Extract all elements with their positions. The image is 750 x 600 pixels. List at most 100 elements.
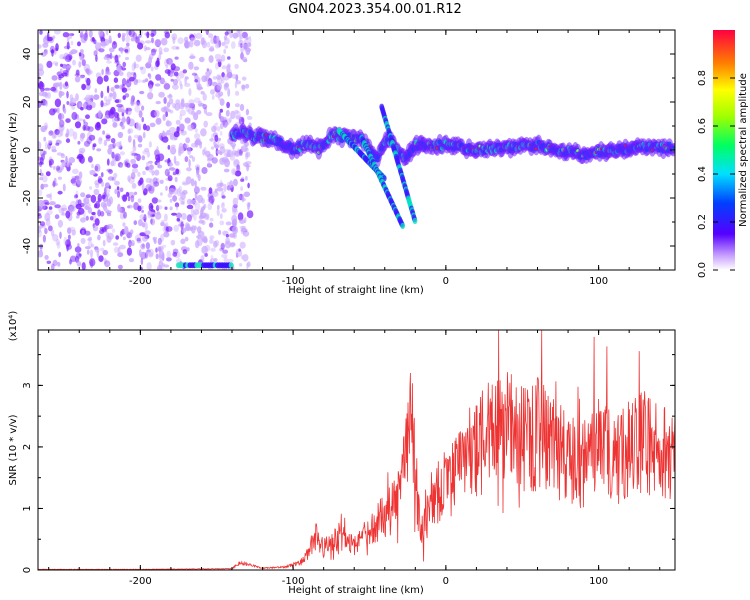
noise-blob bbox=[190, 178, 195, 187]
noise-blob bbox=[77, 199, 82, 206]
noise-blob bbox=[116, 186, 120, 191]
noise-blob bbox=[169, 206, 173, 211]
noise-blob bbox=[130, 195, 135, 203]
noise-blob bbox=[111, 41, 118, 49]
noise-blob bbox=[162, 114, 166, 121]
noise-blob bbox=[232, 226, 238, 235]
noise-blob bbox=[94, 247, 100, 253]
noise-blob bbox=[38, 199, 44, 208]
noise-blob bbox=[100, 201, 107, 208]
noise-blob bbox=[222, 249, 229, 254]
noise-blob bbox=[78, 61, 82, 68]
noise-blob bbox=[75, 69, 80, 76]
noise-blob bbox=[240, 186, 244, 192]
x-tick-label: -100 bbox=[282, 576, 305, 587]
noise-blob bbox=[142, 150, 148, 155]
noise-blob bbox=[147, 185, 155, 192]
noise-blob bbox=[133, 72, 137, 80]
noise-blob bbox=[206, 68, 210, 72]
noise-blob bbox=[106, 85, 110, 94]
noise-blob bbox=[126, 116, 131, 125]
chart-title: GN04.2023.354.00.01.R12 bbox=[288, 2, 462, 17]
y-tick-label: -20 bbox=[22, 190, 33, 206]
noise-blob bbox=[184, 236, 189, 242]
noise-blob bbox=[151, 48, 156, 56]
noise-blob bbox=[164, 159, 171, 163]
noise-blob bbox=[181, 212, 187, 220]
noise-blob bbox=[76, 178, 83, 185]
noise-blob bbox=[247, 116, 253, 120]
noise-blob bbox=[105, 30, 109, 36]
colorbar-gradient bbox=[713, 30, 735, 270]
noise-blob bbox=[142, 170, 146, 176]
noise-blob bbox=[224, 45, 229, 49]
noise-blob bbox=[51, 133, 57, 139]
noise-blob bbox=[235, 110, 241, 119]
noise-blob bbox=[209, 69, 213, 75]
noise-blob bbox=[130, 172, 136, 180]
noise-blob bbox=[117, 203, 121, 213]
noise-blob bbox=[95, 54, 98, 62]
noise-blob bbox=[179, 109, 186, 117]
noise-blob bbox=[193, 209, 200, 215]
noise-blob bbox=[150, 48, 158, 53]
noise-blob bbox=[113, 246, 119, 253]
noise-blob bbox=[236, 164, 241, 173]
noise-blob bbox=[167, 69, 171, 77]
noise-blob bbox=[245, 83, 250, 89]
y-tick-label: 3 bbox=[22, 382, 33, 388]
noise-blob bbox=[112, 242, 119, 246]
noise-blob bbox=[98, 136, 103, 145]
noise-blob bbox=[84, 246, 91, 250]
noise-blob bbox=[137, 143, 143, 148]
noise-blob bbox=[234, 109, 239, 114]
noise-blob bbox=[175, 46, 180, 50]
noise-blob bbox=[236, 193, 241, 201]
noise-blob bbox=[154, 110, 160, 118]
noise-blob bbox=[44, 100, 48, 107]
noise-blob bbox=[193, 97, 201, 104]
noise-blob bbox=[122, 61, 126, 68]
noise-blob bbox=[242, 253, 249, 262]
noise-blob bbox=[182, 249, 188, 255]
noise-blob bbox=[203, 212, 210, 220]
noise-blob bbox=[53, 50, 57, 55]
noise-blob bbox=[206, 213, 210, 221]
noise-blob bbox=[188, 159, 191, 168]
noise-blob bbox=[173, 224, 179, 232]
noise-blob bbox=[47, 140, 53, 144]
snr-y-ticks: 0 1 2 3 bbox=[22, 354, 675, 573]
noise-blob bbox=[204, 252, 208, 257]
noise-blob bbox=[131, 183, 137, 189]
noise-blob bbox=[221, 201, 225, 206]
noise-blob bbox=[103, 75, 109, 82]
noise-blob bbox=[201, 245, 208, 254]
noise-blob bbox=[216, 74, 222, 80]
noise-blob bbox=[138, 123, 142, 131]
noise-blob bbox=[116, 65, 122, 72]
noise-blob bbox=[163, 264, 170, 268]
noise-blob bbox=[158, 91, 165, 98]
noise-blob bbox=[71, 229, 76, 236]
noise-blob bbox=[143, 45, 147, 52]
noise-blob bbox=[160, 192, 163, 196]
noise-blob bbox=[174, 161, 180, 166]
noise-blob bbox=[149, 122, 156, 128]
noise-blob bbox=[89, 169, 96, 176]
noise-blob bbox=[49, 192, 53, 201]
noise-blob bbox=[188, 99, 195, 105]
noise-blob bbox=[133, 78, 138, 86]
noise-blob bbox=[94, 203, 100, 209]
noise-blob bbox=[148, 164, 153, 173]
noise-blob bbox=[172, 84, 179, 90]
noise-blob bbox=[65, 155, 68, 164]
noise-blob bbox=[88, 236, 92, 241]
noise-blob bbox=[139, 90, 145, 95]
noise-blob bbox=[139, 249, 142, 258]
noise-blob bbox=[197, 230, 205, 237]
noise-blob bbox=[77, 140, 81, 145]
noise-blob bbox=[153, 181, 160, 187]
noise-blob bbox=[158, 53, 162, 61]
noise-blob bbox=[202, 149, 206, 156]
